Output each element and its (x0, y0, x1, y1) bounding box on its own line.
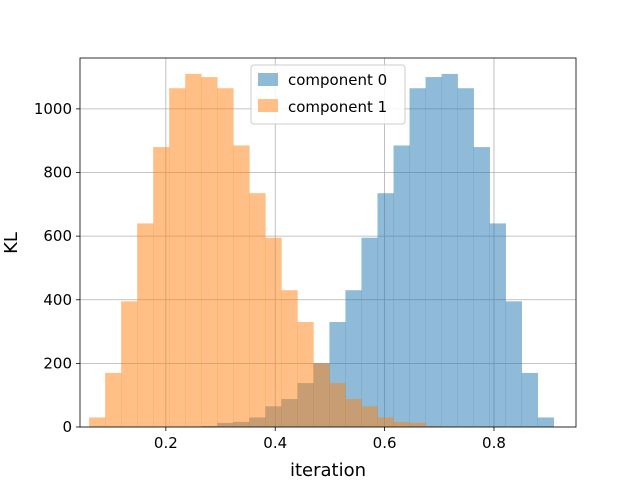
histogram-bar (233, 145, 250, 427)
histogram-bar (201, 77, 218, 427)
histogram-bar (137, 223, 154, 427)
histogram-bar (377, 193, 394, 427)
y-tick-label: 600 (43, 227, 72, 245)
histogram-bar (89, 417, 106, 427)
histogram-bar (217, 88, 234, 428)
series-component-1 (89, 73, 442, 428)
histogram-bar (409, 422, 426, 427)
y-tick-label: 200 (43, 354, 72, 372)
histogram-bar (361, 406, 378, 427)
legend: component 0 component 1 (250, 64, 406, 125)
histogram-bar (185, 73, 202, 427)
histogram-bar (393, 145, 410, 427)
x-axis-label: iteration (290, 460, 366, 480)
histogram-bar (457, 88, 474, 428)
y-tick-label: 0 (62, 418, 72, 436)
x-tick-label: 0.6 (373, 434, 397, 452)
histogram-bar (377, 417, 394, 427)
histogram-bar (313, 363, 330, 427)
histogram-bar (425, 77, 442, 427)
histogram-bar (169, 88, 186, 428)
histogram-bar (505, 301, 522, 427)
histogram-bar (265, 237, 282, 427)
histogram-bar (361, 237, 378, 427)
histogram-bar (249, 193, 266, 427)
histogram-bar (393, 421, 410, 427)
x-tick-label: 0.8 (482, 434, 506, 452)
histogram-bar (329, 383, 346, 427)
legend-label-component-1: component 1 (288, 98, 387, 116)
histogram-bar (297, 322, 314, 427)
y-tick-label: 400 (43, 291, 72, 309)
histogram-bar (425, 426, 442, 427)
histogram-bars (89, 73, 555, 428)
histogram-bar (281, 290, 298, 427)
y-axis-label: KL (1, 232, 22, 254)
axis-ticks: 0.2 0.4 0.6 0.8 0 200 400 600 800 1000 (34, 100, 506, 452)
histogram-bar (345, 399, 362, 427)
y-tick-label: 800 (43, 164, 72, 182)
legend-label-component-0: component 0 (288, 71, 387, 89)
legend-swatch-component-0 (258, 73, 278, 86)
histogram-bar (121, 301, 138, 427)
histogram-bar (441, 73, 458, 427)
histogram-bar (473, 147, 490, 427)
histogram-bar (345, 290, 362, 427)
x-tick-label: 0.2 (154, 434, 178, 452)
histogram-bar (521, 372, 539, 427)
x-tick-label: 0.4 (263, 434, 287, 452)
histogram-bar (105, 372, 122, 427)
histogram-bar (409, 88, 426, 428)
histogram-bar (489, 223, 506, 427)
plot-frame (79, 57, 577, 428)
histogram-bar (153, 147, 170, 427)
y-tick-label: 1000 (34, 100, 72, 118)
legend-swatch-component-1 (258, 99, 278, 112)
histogram-bar (537, 417, 555, 427)
legend-frame (250, 64, 406, 125)
